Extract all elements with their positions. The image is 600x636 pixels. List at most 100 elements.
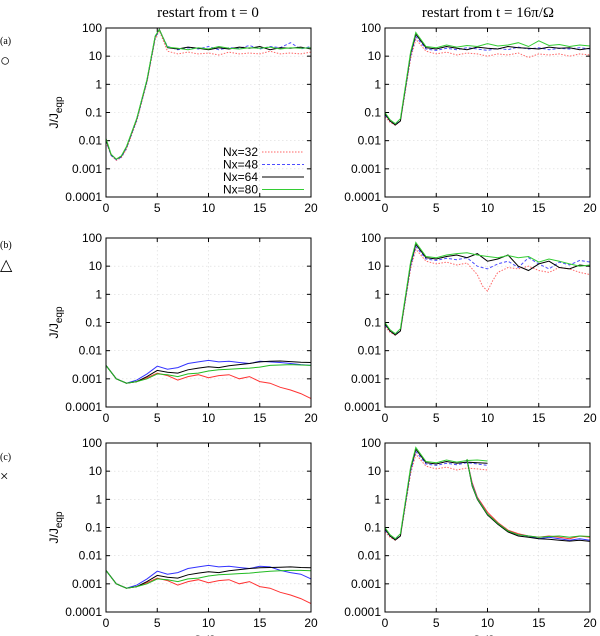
y-axis-title: J/Jeqp [47,511,65,543]
series-line-nx-48 [106,564,311,589]
y-tick-label: 100 [361,436,381,450]
series-line-nx-64 [385,448,488,541]
series-line-nx-64-restart [466,459,590,542]
y-axis-title-subscript: eqp [54,511,65,528]
plot-frame [105,237,312,408]
series-line-nx-80 [106,569,311,589]
y-axis-title-main: J/J [47,323,61,338]
x-axis-title: Ωt/2π [193,633,224,636]
x-tick-label: 20 [583,616,597,630]
series-line-nx-48 [106,359,311,384]
series-line-nx-80 [385,446,488,540]
legend-label: Nx=48 [223,158,258,172]
row-symbol-c: × [0,469,8,485]
panels-group: 0 5 10 15 200.00010.0010.010.1110100J/JeqpNx… [47,21,597,636]
y-tick-label: 1 [95,77,102,91]
y-tick-label: 1 [374,492,381,506]
x-tick-label: 10 [202,616,216,630]
y-axis-title-subscript: eqp [54,306,65,323]
y-axis-title: J/Jeqp [47,96,65,128]
panel-a-left: 0 5 10 15 20 0.0001 0.001 0.01 0.1 1 10 100 J/Jeqp Nx… [47,21,318,215]
x-tick-label: 0 [103,411,110,425]
x-tick-label: 0 [382,201,389,215]
plot-frame [105,442,312,613]
y-tick-label: 0.0001 [344,605,381,619]
legend-label: Nx=64 [223,170,258,184]
x-tick-label: 0 [103,201,110,215]
series-line-nx-32 [385,453,488,541]
y-tick-label: 0.01 [358,344,382,358]
x-tick-label: 20 [583,201,597,215]
panel-b-right: 0 5 10 15 20 0.0001 0.001 0.01 0.1 1 10 100 [344,231,597,425]
y-tick-label: 1 [95,492,102,506]
series-line-nx-48-restart [466,459,590,541]
y-tick-label: 0.0001 [344,190,381,204]
y-tick-label: 0.001 [351,162,381,176]
y-tick-label: 0.1 [85,316,102,330]
plot-frame [384,27,591,198]
y-tick-label: 10 [89,49,103,63]
column-title-right: restart from t = 16π/Ω [422,5,554,21]
x-tick-label: 20 [583,411,597,425]
x-tick-label: 0 [382,411,389,425]
x-tick-label: 5 [433,411,440,425]
x-tick-label: 5 [154,411,161,425]
series-line-nx-80 [385,31,590,125]
x-tick-label: 15 [253,616,267,630]
y-tick-label: 0.01 [358,134,382,148]
panel-c-right: 0 5 10 15 20 0.0001 0.001 0.01 0.1 1 10 100 Ωt/2π [344,436,597,636]
x-tick-label: 15 [253,411,267,425]
y-tick-label: 0.1 [85,521,102,535]
series-line-nx-32 [106,29,311,162]
y-tick-label: 0.001 [351,577,381,591]
y-tick-label: 0.1 [364,521,381,535]
y-axis-title-subscript: eqp [54,96,65,113]
y-tick-label: 100 [82,21,102,35]
y-tick-label: 100 [82,436,102,450]
series-line-nx-64 [385,33,590,126]
plot-frame [384,442,591,613]
legend-label: Nx=80 [223,183,258,197]
x-tick-label: 0 [382,616,389,630]
y-tick-label: 0.01 [79,344,103,358]
x-tick-label: 5 [433,201,440,215]
panel-c-left: 0 5 10 15 20 0.0001 0.001 0.01 0.1 1 10 100 J/Jeqp Ωt… [47,436,318,636]
panel-b-left: 0 5 10 15 20 0.0001 0.001 0.01 0.1 1 10 100 J/Jeqp [47,231,318,425]
y-tick-label: 0.1 [364,316,381,330]
series-line-nx-64 [106,360,311,384]
y-tick-label: 10 [89,259,103,273]
x-tick-label: 15 [532,616,546,630]
series-line-nx-80 [385,241,590,335]
x-tick-label: 5 [154,201,161,215]
series-line-nx-80 [106,28,311,160]
x-tick-label: 20 [304,201,318,215]
x-axis-title: Ωt/2π [472,633,503,636]
row-label-a: (a) [0,36,11,47]
series-line-nx-32-restart [466,459,590,540]
y-axis-title: J/Jeqp [47,306,65,338]
plot-frame [105,27,312,198]
y-tick-label: 0.01 [358,549,382,563]
y-tick-label: 100 [361,231,381,245]
x-tick-label: 10 [481,616,495,630]
legend-label: Nx=32 [223,145,258,159]
y-tick-label: 0.0001 [65,400,102,414]
x-tick-label: 5 [154,616,161,630]
y-tick-label: 0.1 [364,106,381,120]
x-tick-label: 10 [202,201,216,215]
x-tick-label: 15 [253,201,267,215]
x-tick-label: 0 [103,616,110,630]
y-tick-label: 10 [89,464,103,478]
series-line-nx-64 [106,566,311,589]
y-tick-label: 0.01 [79,134,103,148]
series-line-nx-64 [385,243,590,336]
y-tick-label: 0.001 [72,372,102,386]
y-tick-label: 0.001 [351,372,381,386]
y-tick-label: 0.1 [85,106,102,120]
y-tick-label: 0.0001 [344,400,381,414]
x-tick-label: 20 [304,616,318,630]
panel-a-right: 0 5 10 15 20 0.0001 0.001 0.01 0.1 1 10 100 [344,21,597,215]
y-tick-label: 10 [368,49,382,63]
